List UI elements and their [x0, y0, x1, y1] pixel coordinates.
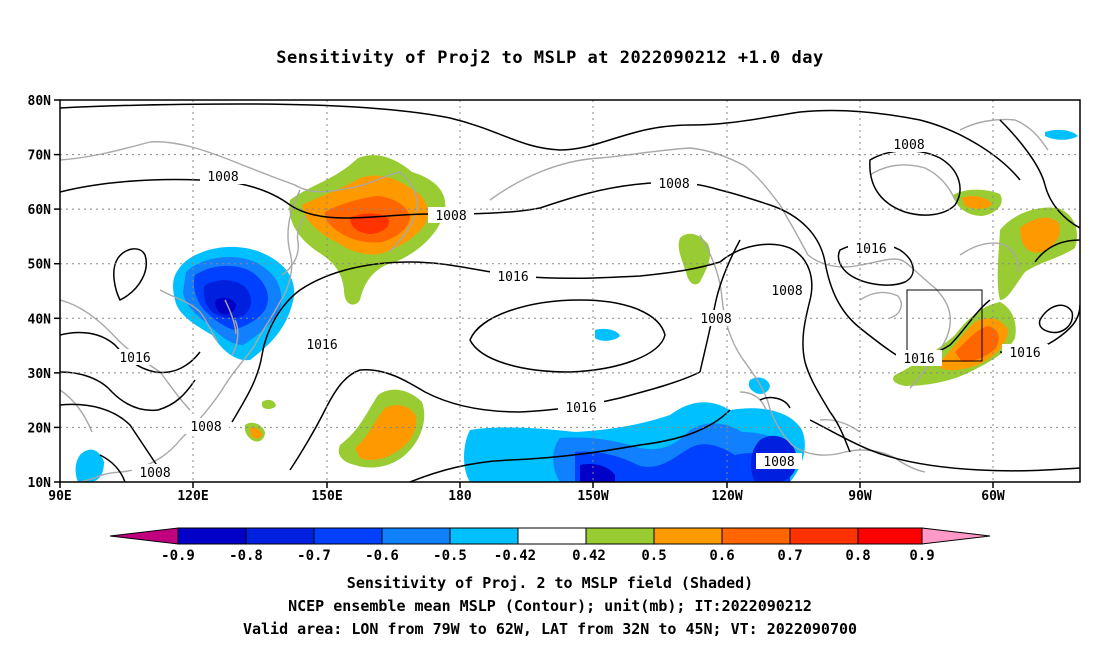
- negative-sensitivity-shading: [75, 129, 1078, 482]
- colorbar-segment: [313, 527, 383, 545]
- colorbar-label: 0.9: [909, 548, 934, 564]
- colorbar-label: 0.7: [777, 548, 802, 564]
- lon-label: 60W: [981, 489, 1005, 504]
- lon-label: 150E: [311, 489, 342, 504]
- colorbar-label: 0.8: [845, 548, 870, 564]
- colorbar-segment: [517, 527, 587, 545]
- lon-label: 180: [448, 489, 472, 504]
- colorbar-segment: [245, 527, 315, 545]
- lat-label: 70N: [28, 149, 52, 164]
- lat-label: 50N: [28, 258, 52, 273]
- colorbar: [109, 527, 991, 545]
- lon-label: 90E: [48, 489, 71, 504]
- caption-valid-area: Valid area: LON from 79W to 62W, LAT fro…: [242, 620, 858, 638]
- colorbar-segment: [177, 527, 247, 545]
- positive-sensitivity-shading: [244, 155, 1077, 468]
- colorbar-label: -0.6: [365, 548, 399, 564]
- colorbar-label: -0.5: [433, 548, 467, 564]
- lat-label: 40N: [28, 312, 52, 327]
- lat-label: 30N: [28, 367, 52, 382]
- lat-label: 10N: [28, 476, 52, 491]
- contour-label-1008: 1008: [893, 138, 924, 153]
- colorbar-max-triangle: [921, 527, 991, 545]
- colorbar-segment: [653, 527, 723, 545]
- contour-label-1008: 1008: [763, 455, 794, 470]
- contour-labels: 1008 1008 1008 1008 1016 1016 1016 1008 …: [112, 136, 1048, 481]
- longitude-labels: 90E 120E 150E 180 150W 120W 90W 60W: [48, 489, 1005, 504]
- lon-label: 120W: [711, 489, 742, 504]
- colorbar-labels: -0.9 -0.8 -0.7 -0.6 -0.5 -0.42 0.42 0.5 …: [161, 548, 935, 564]
- lat-label: 80N: [28, 94, 52, 109]
- contour-label-1016: 1016: [306, 338, 337, 353]
- caption-contour: NCEP ensemble mean MSLP (Contour); unit(…: [288, 597, 812, 615]
- lon-label: 90W: [848, 489, 872, 504]
- plot-frame: [59, 99, 1081, 483]
- contour-label-1008: 1008: [658, 177, 689, 192]
- colorbar-label: 0.42: [572, 548, 606, 564]
- colorbar-label: -0.42: [494, 548, 536, 564]
- contour-label-1016: 1016: [903, 352, 934, 367]
- contour-label-1008: 1008: [190, 420, 221, 435]
- map-title: Sensitivity of Proj2 to MSLP at 20220902…: [276, 48, 824, 68]
- contour-label-1008: 1008: [207, 170, 238, 185]
- lon-label: 150W: [577, 489, 608, 504]
- contour-label-1016: 1016: [497, 270, 528, 285]
- lat-label: 20N: [28, 421, 52, 436]
- axis-ticks: [54, 99, 994, 488]
- colorbar-segment: [449, 527, 519, 545]
- contour-label-1008: 1008: [435, 209, 466, 224]
- valid-area-box: [906, 289, 983, 362]
- latitude-labels: 80N 70N 60N 50N 40N 30N 20N 10N: [28, 94, 52, 491]
- lat-label: 60N: [28, 203, 52, 218]
- colorbar-segment: [721, 527, 791, 545]
- colorbar-label: -0.7: [297, 548, 331, 564]
- colorbar-label: -0.9: [161, 548, 195, 564]
- contour-label-1008: 1008: [771, 284, 802, 299]
- contour-label-1008: 1008: [700, 312, 731, 327]
- contour-label-1008: 1008: [139, 466, 170, 481]
- colorbar-label: 0.5: [641, 548, 666, 564]
- colorbar-min-triangle: [109, 527, 179, 545]
- colorbar-label: 0.6: [709, 548, 734, 564]
- caption-shading: Sensitivity of Proj. 2 to MSLP field (Sh…: [346, 574, 754, 592]
- contour-label-1016: 1016: [119, 351, 150, 366]
- contour-label-1016: 1016: [855, 242, 886, 257]
- colorbar-segment: [857, 527, 923, 545]
- colorbar-segment: [381, 527, 451, 545]
- colorbar-label: -0.8: [229, 548, 263, 564]
- colorbar-segment: [789, 527, 859, 545]
- contour-label-1016: 1016: [565, 401, 596, 416]
- colorbar-segment: [585, 527, 655, 545]
- contour-label-1016: 1016: [1009, 346, 1040, 361]
- lon-label: 120E: [177, 489, 208, 504]
